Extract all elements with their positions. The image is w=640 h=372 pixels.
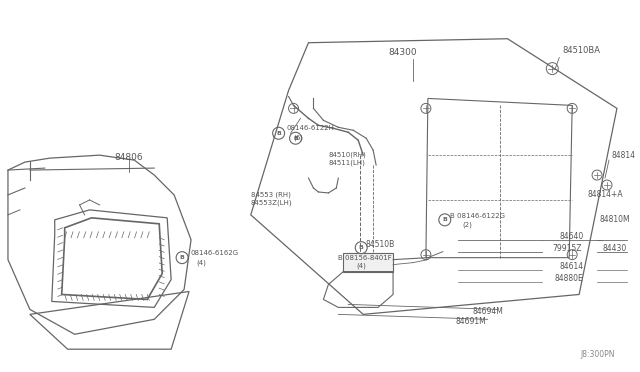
Text: B 08156-8401F: B 08156-8401F	[339, 255, 392, 261]
Text: 84880E: 84880E	[554, 274, 583, 283]
Text: J8:300PN: J8:300PN	[580, 350, 615, 359]
Text: B: B	[293, 136, 298, 141]
Text: (2): (2)	[463, 222, 472, 228]
Text: 84806: 84806	[115, 153, 143, 162]
Text: 84553 (RH): 84553 (RH)	[251, 192, 291, 198]
Text: 84814: 84814	[612, 151, 636, 160]
Text: 84510B: 84510B	[365, 240, 394, 249]
Polygon shape	[343, 253, 393, 272]
Text: 08146-6162G: 08146-6162G	[190, 250, 238, 256]
Text: 08146-6122H: 08146-6122H	[287, 125, 335, 131]
Text: (6): (6)	[294, 135, 303, 141]
Text: 84814+A: 84814+A	[587, 190, 623, 199]
Text: 84553Z(LH): 84553Z(LH)	[251, 200, 292, 206]
Text: (4): (4)	[356, 262, 366, 269]
Text: 84511(LH): 84511(LH)	[328, 160, 365, 166]
Text: 84694M: 84694M	[473, 307, 504, 316]
Text: 84640: 84640	[559, 232, 584, 241]
Text: 84810M: 84810M	[599, 215, 630, 224]
Text: (4): (4)	[196, 259, 206, 266]
Text: B 08146-6122G: B 08146-6122G	[450, 213, 505, 219]
Text: 84510BA: 84510BA	[562, 46, 600, 55]
Text: 84510(RH): 84510(RH)	[328, 152, 366, 158]
Text: 84300: 84300	[388, 48, 417, 57]
Text: 84614: 84614	[559, 262, 583, 271]
Text: B: B	[180, 255, 184, 260]
Text: B: B	[359, 245, 364, 250]
Text: B: B	[442, 217, 447, 222]
Text: B: B	[276, 131, 281, 136]
Text: 84430: 84430	[602, 244, 627, 253]
Text: 79915Z: 79915Z	[552, 244, 582, 253]
Text: 84691M: 84691M	[456, 317, 486, 326]
